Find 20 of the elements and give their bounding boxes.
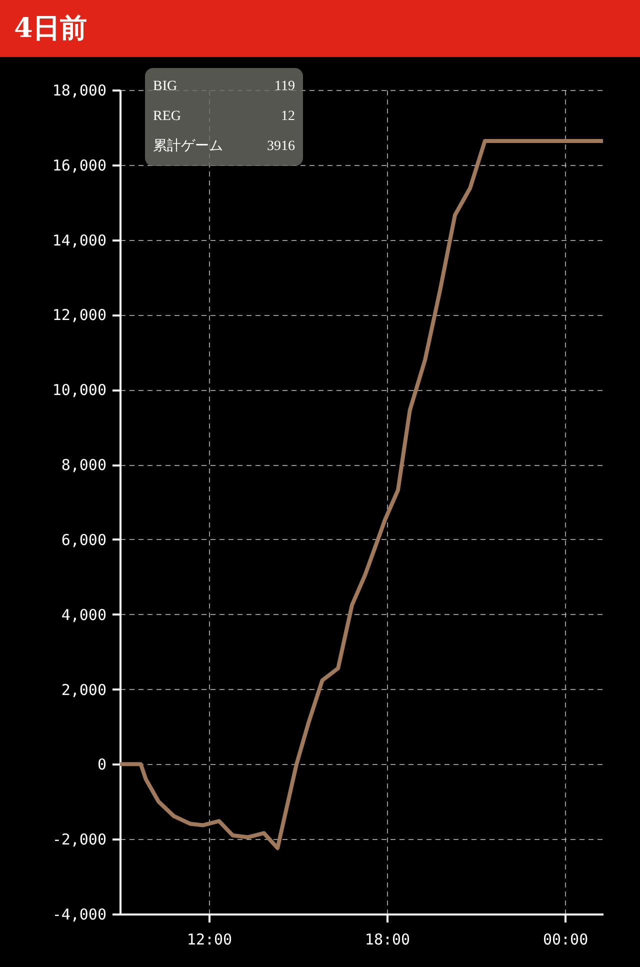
text: 累計ゲーム 3916 [153, 139, 295, 154]
y-tick-label: 8,000 [61, 456, 106, 474]
y-tick-label: 16,000 [52, 156, 106, 174]
y-tick-label: -4,000 [52, 906, 106, 924]
y-tick-label: 12,000 [52, 306, 106, 324]
y-tick-label: 2,000 [61, 680, 106, 699]
y-tick-label: -2,000 [52, 830, 106, 849]
text: REG 12 [153, 109, 295, 124]
line-series [118, 138, 605, 850]
x-tick-label: 12:00 [186, 930, 232, 948]
y-tick-label: 14,000 [52, 231, 106, 250]
y-tick-label: 18,000 [52, 82, 106, 100]
x-tick-label: 00:00 [542, 930, 588, 948]
y-tick-label: 6,000 [61, 530, 106, 549]
text: BIG 119 [153, 79, 295, 94]
y-tick-label: 0 [97, 756, 106, 774]
x-tick-label: 18:00 [364, 930, 410, 948]
chart-title: 4日前 [0, 0, 640, 57]
y-tick-label: 4,000 [61, 606, 106, 624]
y-tick-label: 10,000 [52, 381, 106, 400]
